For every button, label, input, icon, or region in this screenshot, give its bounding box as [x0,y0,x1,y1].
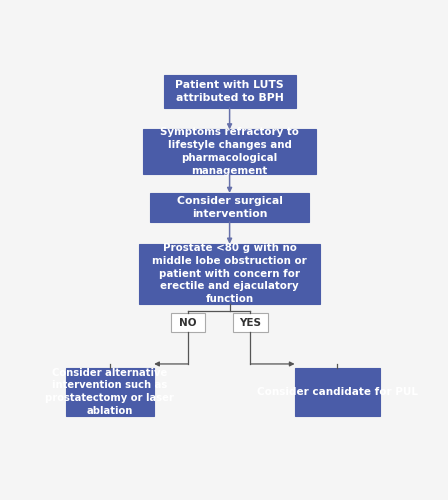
Text: Prostate <80 g with no
middle lobe obstruction or
patient with concern for
erect: Prostate <80 g with no middle lobe obstr… [152,243,307,304]
FancyBboxPatch shape [295,368,380,416]
FancyBboxPatch shape [139,244,320,304]
FancyBboxPatch shape [164,75,296,108]
Text: Consider surgical
intervention: Consider surgical intervention [177,196,283,219]
FancyBboxPatch shape [171,313,205,332]
Text: Consider candidate for PUL: Consider candidate for PUL [257,387,418,397]
FancyBboxPatch shape [233,313,268,332]
FancyBboxPatch shape [150,193,310,222]
FancyBboxPatch shape [65,368,154,416]
Text: Patient with LUTS
attributed to BPH: Patient with LUTS attributed to BPH [175,80,284,103]
Text: YES: YES [239,318,262,328]
FancyBboxPatch shape [143,130,316,174]
Text: Symptoms refractory to
lifestyle changes and
pharmacological
management: Symptoms refractory to lifestyle changes… [160,128,299,176]
Text: NO: NO [179,318,197,328]
Text: Consider alternative
intervention such as
prostatectomy or laser
ablation: Consider alternative intervention such a… [45,368,174,416]
